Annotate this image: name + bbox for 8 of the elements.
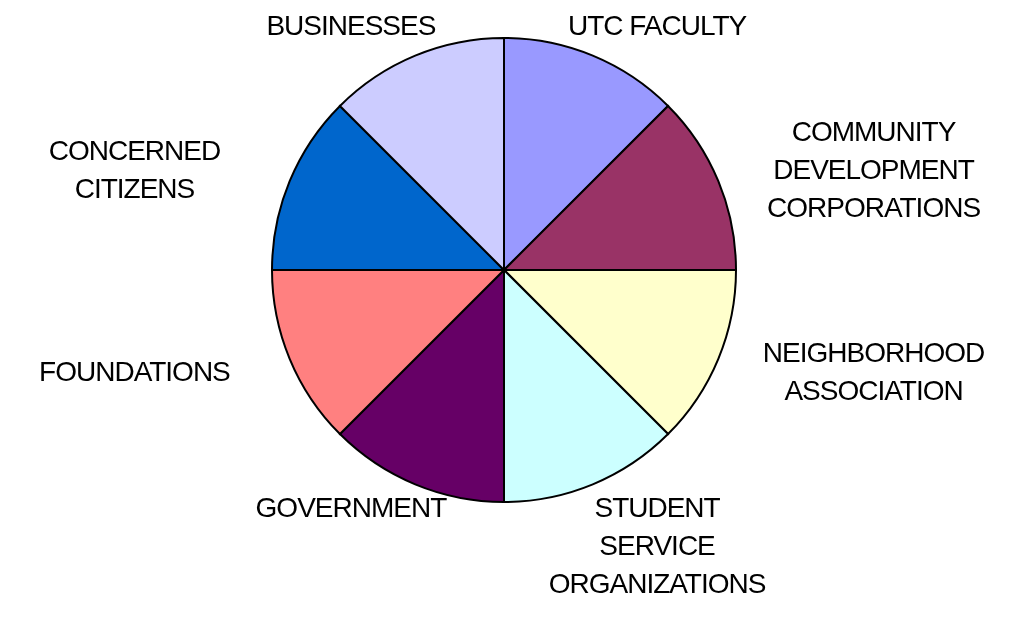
slice-label: BUSINESSES (266, 9, 436, 41)
slice-label: FOUNDATIONS (39, 355, 231, 387)
slice-label: UTC FACULTY (567, 9, 748, 41)
slice-label: STUDENT SERVICE ORGANIZATIONS (548, 491, 766, 599)
slice-label: COMMUNITY DEVELOPMENT CORPORATIONS (767, 115, 981, 223)
slice-label: CONCERNED CITIZENS (48, 134, 221, 204)
slice-label: GOVERNMENT (255, 491, 448, 523)
slice-label: NEIGHBORHOOD ASSOCIATION (762, 336, 985, 406)
